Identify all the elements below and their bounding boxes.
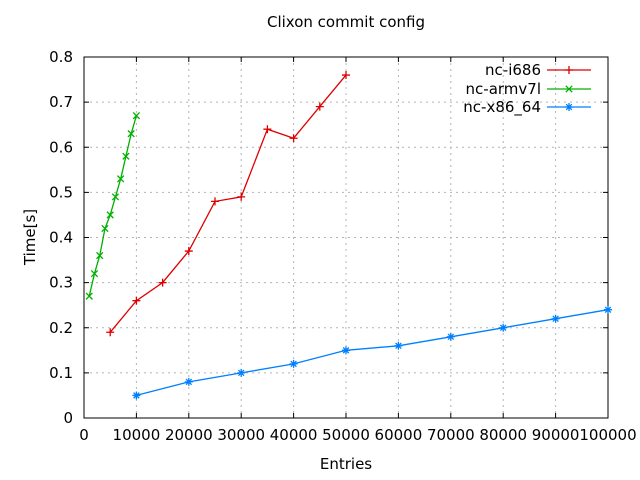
data-point-marker-nc-i686 [184, 247, 193, 256]
x-tick-label: 10000 [113, 426, 161, 444]
x-tick-label: 60000 [375, 426, 423, 444]
y-tick-label: 0.3 [49, 274, 73, 292]
legend-item-nc-i686: nc-i686 [485, 61, 591, 80]
data-point-marker-nc-armv7l [122, 152, 130, 160]
legend-label: nc-x86_64 [463, 98, 541, 117]
x-axis-title: Entries [319, 455, 373, 473]
y-tick-label: 0.6 [49, 138, 73, 156]
x-tick-label: 0 [79, 426, 89, 444]
y-tick-label: 0 [63, 409, 73, 427]
y-tick-label: 0.2 [49, 319, 73, 337]
data-point-marker-nc-i686 [289, 134, 298, 143]
plus-marker-line-sample-icon [547, 66, 591, 75]
x-tick-label: 20000 [165, 426, 213, 444]
data-point-marker-nc-armv7l [132, 112, 141, 120]
data-point-marker-nc-x86_64 [551, 314, 560, 323]
data-point-marker-nc-x86_64 [237, 368, 246, 377]
x-tick-label: 50000 [322, 426, 370, 444]
data-point-marker-nc-i686 [211, 197, 219, 206]
data-point-marker-nc-i686 [237, 192, 246, 201]
data-point-marker-nc-armv7l [96, 251, 104, 260]
data-point-marker-nc-i686 [158, 278, 167, 287]
series-line-nc-armv7l [88, 115, 138, 297]
data-point-marker-nc-armv7l [106, 211, 114, 219]
data-point-marker-nc-x86_64 [289, 359, 298, 368]
data-point-marker-nc-i686 [263, 125, 272, 134]
legend-item-nc-x86_64: nc-x86_64 [463, 98, 591, 117]
data-point-marker-nc-x86_64 [446, 332, 455, 341]
legend-item-nc-armv7l: nc-armv7l [466, 80, 591, 99]
y-tick-label: 0.8 [49, 48, 73, 66]
x-tick-label: 70000 [427, 426, 475, 444]
data-point-marker-nc-i686 [315, 102, 324, 111]
legend-label: nc-armv7l [465, 79, 541, 98]
chart-title: Clixon commit config [266, 13, 426, 31]
data-point-marker-nc-armv7l [85, 292, 93, 300]
y-tick-label: 0.7 [49, 93, 73, 111]
y-axis-title: Time[s] [21, 208, 39, 266]
series-line-nc-x86_64 [136, 309, 609, 397]
data-point-marker-nc-x86_64 [499, 323, 508, 332]
data-point-marker-nc-i686 [342, 71, 350, 80]
y-tick-label: 0.5 [49, 183, 73, 201]
plot-border [83, 56, 609, 419]
legend: nc-i686 nc-armv7l nc-x86_64 [0, 61, 591, 117]
data-point-marker-nc-armv7l [90, 269, 99, 278]
data-point-marker-nc-x86_64 [394, 341, 403, 350]
legend-label: nc-i686 [485, 61, 541, 80]
data-point-marker-nc-armv7l [127, 130, 135, 138]
data-point-marker-nc-armv7l [111, 193, 120, 201]
y-tick-label: 0.1 [49, 364, 73, 382]
data-point-marker-nc-i686 [132, 296, 141, 305]
data-point-marker-nc-i686 [106, 328, 115, 337]
star-marker-line-sample-icon [547, 103, 591, 112]
x-tick-label: 30000 [217, 426, 265, 444]
x-tick-label: 80000 [479, 426, 527, 444]
x-tick-label: 40000 [270, 426, 318, 444]
cross-marker-line-sample-icon [547, 85, 591, 93]
data-point-marker-nc-x86_64 [342, 346, 350, 355]
data-point-marker-nc-x86_64 [604, 305, 612, 314]
x-tick-label: 100000 [579, 426, 636, 444]
x-tick-label: 90000 [532, 426, 580, 444]
series-line-nc-i686 [109, 74, 347, 333]
data-point-marker-nc-armv7l [117, 175, 125, 183]
y-tick-label: 0.4 [49, 229, 73, 247]
data-point-marker-nc-armv7l [101, 224, 109, 233]
data-point-marker-nc-x86_64 [184, 377, 193, 386]
data-point-marker-nc-x86_64 [132, 391, 141, 400]
